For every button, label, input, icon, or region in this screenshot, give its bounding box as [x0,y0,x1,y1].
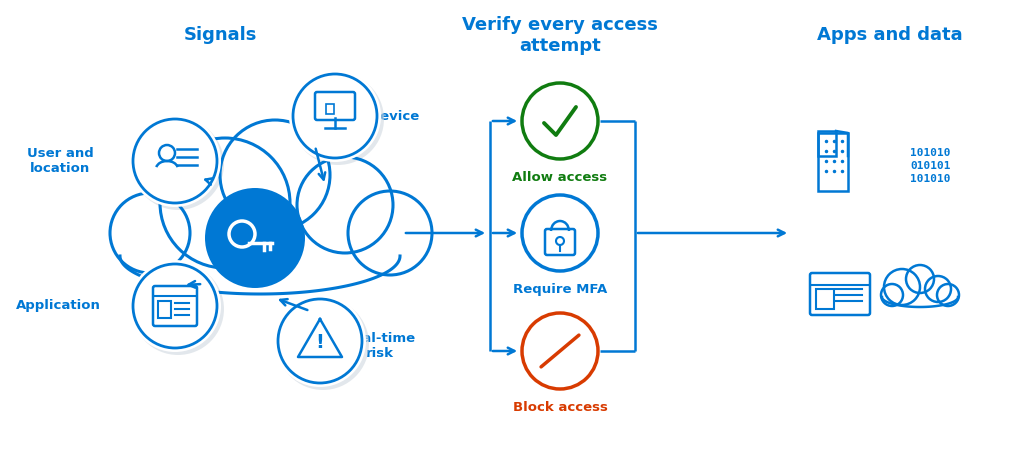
Circle shape [278,299,362,383]
Text: Apps and data: Apps and data [817,26,963,44]
Text: 101010
010101
101010: 101010 010101 101010 [910,148,950,184]
Circle shape [278,298,369,390]
FancyBboxPatch shape [110,203,410,303]
Circle shape [348,191,432,275]
Circle shape [133,119,217,203]
Circle shape [293,74,377,158]
Circle shape [133,264,217,348]
Circle shape [522,83,598,159]
Circle shape [297,157,393,253]
Circle shape [160,138,290,268]
Circle shape [132,118,224,210]
Circle shape [132,263,224,355]
Circle shape [881,284,903,306]
FancyBboxPatch shape [880,287,961,309]
Circle shape [292,73,384,165]
Text: Verify every access
attempt: Verify every access attempt [462,16,658,55]
Circle shape [925,276,951,302]
Circle shape [522,313,598,389]
Circle shape [220,120,330,230]
Circle shape [205,188,305,288]
Text: Block access: Block access [513,401,607,414]
Circle shape [129,260,221,352]
Circle shape [884,269,920,305]
Text: !: ! [315,333,325,353]
Text: Real-time
risk: Real-time risk [344,332,416,360]
Circle shape [522,195,598,271]
Circle shape [289,70,381,162]
Text: Application: Application [15,300,100,313]
Text: Signals: Signals [183,26,257,44]
Text: Allow access: Allow access [512,171,607,184]
Text: User and
location: User and location [27,147,93,175]
Circle shape [110,193,190,273]
Text: Device: Device [370,110,420,123]
Text: Require MFA: Require MFA [513,283,607,296]
Circle shape [274,295,366,387]
Circle shape [236,229,244,237]
Circle shape [906,265,934,293]
Circle shape [937,284,959,306]
Circle shape [129,115,221,207]
